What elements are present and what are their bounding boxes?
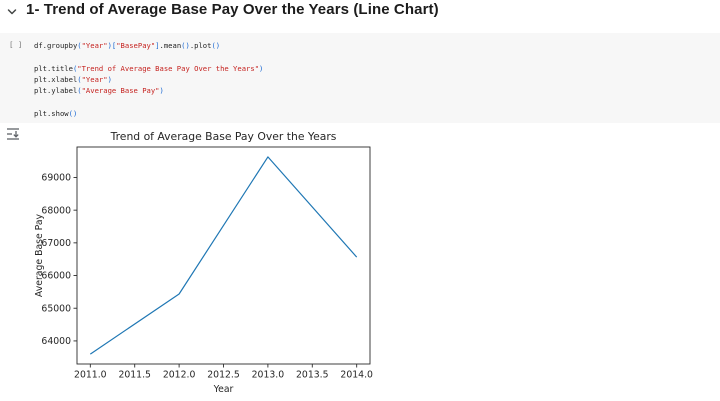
code-token-plain: .mean xyxy=(159,41,182,50)
code-token-bracket: ] xyxy=(155,41,160,50)
code-token-string: "Year" xyxy=(81,74,108,84)
section-header: 1- Trend of Average Base Pay Over the Ye… xyxy=(0,0,720,30)
x-tick-label: 2014.0 xyxy=(340,370,373,381)
code-token-plain: .plot xyxy=(189,41,212,50)
code-token-plain: df.groupby xyxy=(34,41,78,50)
plot-frame xyxy=(76,146,371,365)
section-title: 1- Trend of Average Base Pay Over the Ye… xyxy=(26,1,439,18)
chart-title: Trend of Average Base Pay Over the Years xyxy=(110,130,337,143)
x-tick-label: 2011.5 xyxy=(118,370,151,381)
code-token-plain: plt.xlabel xyxy=(34,74,78,84)
chevron-down-icon[interactable] xyxy=(5,5,19,19)
line-chart: Trend of Average Base Pay Over the Years… xyxy=(34,130,373,395)
code-token-string: "BasePay" xyxy=(116,41,156,50)
code-token-bracket: () xyxy=(181,41,190,50)
code-token-bracket: )[ xyxy=(107,41,117,50)
y-tick-label: 66000 xyxy=(41,271,71,282)
y-tick-label: 69000 xyxy=(41,173,71,184)
expand-output-icon[interactable] xyxy=(5,126,21,142)
code-token-string: "Average Base Pay" xyxy=(81,86,160,96)
code-token-plain: plt.show xyxy=(34,108,69,118)
code-line: plt.xlabel("Year") xyxy=(34,74,263,85)
code-token-bracket: ( xyxy=(77,86,82,96)
x-tick-label: 2012.0 xyxy=(163,370,196,381)
code-line xyxy=(34,96,263,107)
y-tick-label: 68000 xyxy=(41,205,71,216)
code-editor[interactable]: df.groupby("Year")["BasePay"].mean().plo… xyxy=(34,40,263,119)
x-tick-label: 2013.5 xyxy=(296,370,329,381)
code-token-string: "Year" xyxy=(81,41,108,50)
x-axis-label: Year xyxy=(213,384,234,395)
chart-figure: Trend of Average Base Pay Over the Years… xyxy=(28,124,428,401)
code-line: plt.ylabel("Average Base Pay") xyxy=(34,85,263,96)
code-line: plt.show() xyxy=(34,108,263,119)
y-tick-label: 64000 xyxy=(41,336,71,347)
code-token-plain: plt.title xyxy=(34,63,73,73)
code-token-bracket: ( xyxy=(77,41,82,50)
code-cell: [ ] df.groupby("Year")["BasePay"].mean()… xyxy=(0,33,720,123)
code-token-bracket: ) xyxy=(107,74,112,84)
data-series-line xyxy=(89,156,358,355)
code-token-bracket: ) xyxy=(159,86,164,96)
code-line xyxy=(34,51,263,62)
cell-output: Trend of Average Base Pay Over the Years… xyxy=(0,124,720,401)
x-tick-label: 2011.0 xyxy=(74,370,107,381)
code-token-string: "Trend of Average Base Pay Over the Year… xyxy=(77,63,260,73)
y-tick-label: 67000 xyxy=(41,238,71,249)
code-token-bracket: ( xyxy=(72,63,78,73)
code-line: plt.title("Trend of Average Base Pay Ove… xyxy=(34,63,263,74)
run-cell-button[interactable]: [ ] xyxy=(9,40,23,49)
code-token-plain: plt.ylabel xyxy=(34,86,78,96)
code-token-bracket: ( xyxy=(77,74,82,84)
code-token-bracket: () xyxy=(68,108,78,118)
code-line: df.groupby("Year")["BasePay"].mean().plo… xyxy=(34,40,263,51)
y-axis-label: Average Base Pay xyxy=(34,213,45,297)
code-token-bracket: () xyxy=(211,41,221,50)
x-tick-label: 2012.5 xyxy=(207,370,240,381)
x-tick-label: 2013.0 xyxy=(252,370,285,381)
y-tick-label: 65000 xyxy=(41,303,71,314)
code-token-bracket: ) xyxy=(259,63,264,73)
